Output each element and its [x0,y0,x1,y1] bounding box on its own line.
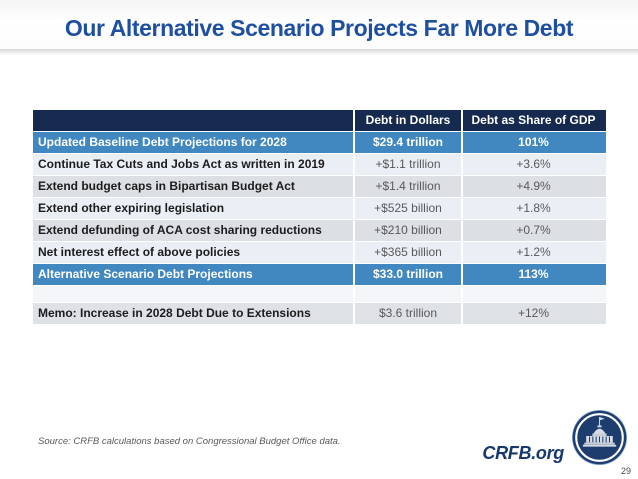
row-label: Net interest effect of above policies [33,242,355,263]
row-label: Memo: Increase in 2028 Debt Due to Exten… [33,303,355,324]
row-label: Extend budget caps in Bipartisan Budget … [33,176,355,197]
header-debt-gdp: Debt as Share of GDP [471,113,596,127]
row-dollars: +$210 billion [355,220,463,241]
table-row: Net interest effect of above policies +$… [33,242,606,264]
table-row: Extend budget caps in Bipartisan Budget … [33,176,606,198]
table-row: Continue Tax Cuts and Jobs Act as writte… [33,154,606,176]
row-label: Alternative Scenario Debt Projections [33,264,355,285]
row-dollars: +$1.1 trillion [355,154,463,175]
table-row: Updated Baseline Debt Projections for 20… [33,132,606,154]
table-row-memo: Memo: Increase in 2028 Debt Due to Exten… [33,303,606,325]
crfb-capitol-logo-icon [571,409,628,466]
row-label: Extend other expiring legislation [33,198,355,219]
table-row: Alternative Scenario Debt Projections $3… [33,264,606,286]
row-dollars: $29.4 trillion [355,132,463,153]
row-gdp: +0.7% [516,223,551,237]
row-gdp: +1.8% [516,201,551,215]
row-gdp: +4.9% [516,179,551,193]
row-dollars [355,286,463,302]
banner-divider [0,49,638,55]
debt-table: Debt in Dollars Debt as Share of GDP Upd… [33,110,606,325]
row-dollars: +$365 billion [355,242,463,263]
page-title: Our Alternative Scenario Projects Far Mo… [64,15,574,41]
row-label [33,286,355,302]
row-gdp: +3.6% [516,157,551,171]
table-header-row: Debt in Dollars Debt as Share of GDP [33,110,606,132]
row-dollars: $33.0 trillion [355,264,463,285]
row-label: Extend defunding of ACA cost sharing red… [33,220,355,241]
table-spacer-row [33,286,606,303]
row-gdp: +12% [517,306,550,320]
crfb-wordmark: CRFB.org [482,443,564,463]
row-dollars: +$1.4 trillion [355,176,463,197]
header-debt-dollars: Debt in Dollars [355,110,463,131]
row-gdp [463,286,604,302]
row-gdp: +1.2% [516,245,551,259]
row-dollars: $3.6 trillion [355,303,463,324]
title-banner: Our Alternative Scenario Projects Far Mo… [0,0,638,49]
source-note: Source: CRFB calculations based on Congr… [38,436,341,447]
row-gdp: 101% [518,135,549,149]
page-number: 29 [620,466,631,476]
row-label: Continue Tax Cuts and Jobs Act as writte… [33,154,355,175]
table-row: Extend defunding of ACA cost sharing red… [33,220,606,242]
row-label: Updated Baseline Debt Projections for 20… [33,132,355,153]
row-gdp: 113% [518,267,549,281]
table-row: Extend other expiring legislation +$525 … [33,198,606,220]
row-dollars: +$525 billion [355,198,463,219]
header-blank [33,110,355,131]
